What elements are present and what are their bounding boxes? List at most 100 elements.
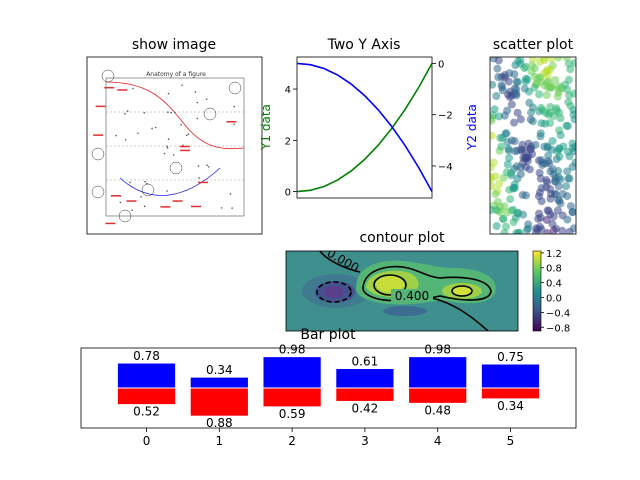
thumbnail-dot <box>143 111 146 114</box>
scatter-point <box>504 77 513 86</box>
scatter-point <box>533 225 542 234</box>
bar-negative <box>116 387 177 406</box>
thumbnail-annotation-circle <box>101 69 115 83</box>
scatter-point <box>502 168 511 177</box>
scatter-point <box>511 147 520 156</box>
series-line-y2 <box>296 62 433 192</box>
bar-value-label: 0.42 <box>352 401 379 415</box>
scatter-point <box>562 57 571 62</box>
thumbnail-annotation-text <box>160 206 171 208</box>
y2-tick-label: 0 <box>438 59 444 70</box>
contour-line-zero <box>431 297 489 331</box>
scatter-point <box>490 163 495 172</box>
bar-value-label: 0.98 <box>424 343 451 357</box>
scatter-point <box>570 115 576 124</box>
scatter-point <box>549 226 558 234</box>
thumbnail-annotation-text <box>172 200 183 202</box>
series-line-y1 <box>296 63 433 193</box>
scatter-point <box>521 163 530 172</box>
contour-line-zero <box>319 251 361 273</box>
scatter-point <box>518 190 527 199</box>
thumbnail-dot <box>197 165 200 167</box>
thumbnail-annotation-circle <box>91 147 105 161</box>
scatter-point <box>546 102 555 111</box>
thumbnail-annotation-circle <box>118 209 132 223</box>
scatter-panel: scatter plot <box>489 37 577 235</box>
thumbnail-annotation-text <box>104 86 115 89</box>
scatter-point <box>536 174 545 183</box>
colorbar-tick-label: 0.0 <box>546 294 562 305</box>
scatter-point <box>556 131 565 140</box>
thumbnail-dot <box>206 164 208 167</box>
scatter-point <box>555 82 564 91</box>
scatter-point <box>547 145 556 154</box>
scatter-point <box>526 115 535 124</box>
scatter-point <box>568 139 576 148</box>
thumbnail-annotation-text <box>226 121 237 123</box>
scatter-point <box>505 153 514 162</box>
thumbnail-dot <box>132 87 134 90</box>
thumbnail-dot <box>180 124 182 126</box>
scatter-point <box>542 215 551 224</box>
scatter-point <box>528 103 537 112</box>
scatter-point <box>535 90 544 99</box>
thumbnail-dot <box>174 111 176 114</box>
scatter-point <box>497 142 506 151</box>
scatter-point <box>552 155 561 164</box>
bar-x-tick-label: 3 <box>361 434 369 448</box>
scatter-point <box>566 202 575 211</box>
scatter-point <box>566 101 575 110</box>
scatter-point <box>547 57 556 63</box>
bar-title: Bar plot <box>300 327 356 343</box>
scatter-point <box>554 167 563 176</box>
colorbar-tick-label: 0.8 <box>546 264 562 275</box>
scatter-point <box>546 65 555 74</box>
scatter-point <box>551 177 560 186</box>
bar-positive <box>189 376 249 389</box>
thumbnail-dot <box>233 105 236 108</box>
show-image-title: show image <box>132 37 216 53</box>
colorbar-tick-label: 1.2 <box>546 249 562 260</box>
contour-panel: contour plot 0.400 0.000 1.20.80.40.0−0.… <box>285 230 570 334</box>
bar-negative <box>480 387 541 400</box>
thumbnail-dot <box>231 207 233 209</box>
scatter-point <box>490 131 496 140</box>
scatter-point <box>562 182 571 191</box>
scatter-point <box>544 83 553 92</box>
thumbnail-red-curve <box>105 81 245 150</box>
thumbnail-dot <box>167 92 170 95</box>
contour-line-positive <box>451 285 473 297</box>
thumbnail-dot <box>172 154 175 156</box>
scatter-point <box>542 91 551 100</box>
y1-tick-label: 2 <box>285 136 291 147</box>
contour-line-negative <box>316 281 352 303</box>
scatter-point <box>503 160 512 169</box>
scatter-point <box>548 219 557 228</box>
thumbnail-dot <box>124 112 126 115</box>
scatter-point <box>563 85 572 94</box>
scatter-point <box>500 202 509 211</box>
thumbnail-dot <box>166 147 169 149</box>
bar-value-label: 0.52 <box>133 405 160 419</box>
scatter-point <box>491 190 500 199</box>
two-y-axis-panel: Two Y Axis 0 2 4 0 −2 −4 Y1 data Y2 data <box>259 37 479 199</box>
scatter-point <box>517 147 526 156</box>
scatter-point <box>546 189 555 198</box>
scatter-point <box>490 105 499 114</box>
colorbar <box>532 250 542 332</box>
thumbnail-dot <box>229 193 232 195</box>
scatter-point <box>500 111 509 120</box>
y1-axis-label: Y1 data <box>259 104 273 151</box>
scatter-point <box>555 196 564 205</box>
scatter-point <box>504 144 513 153</box>
scatter-point <box>513 78 522 87</box>
thumbnail-dot <box>124 138 127 141</box>
bar-negative <box>189 387 249 417</box>
thumbnail-dot <box>154 126 157 129</box>
thumbnail-dot <box>187 133 190 136</box>
thumbnail-annotation-text <box>126 200 137 202</box>
scatter-point <box>513 108 522 117</box>
thumbnail-axes <box>105 77 245 217</box>
thumbnail-dot <box>163 152 166 155</box>
thumbnail-dot <box>166 145 168 148</box>
